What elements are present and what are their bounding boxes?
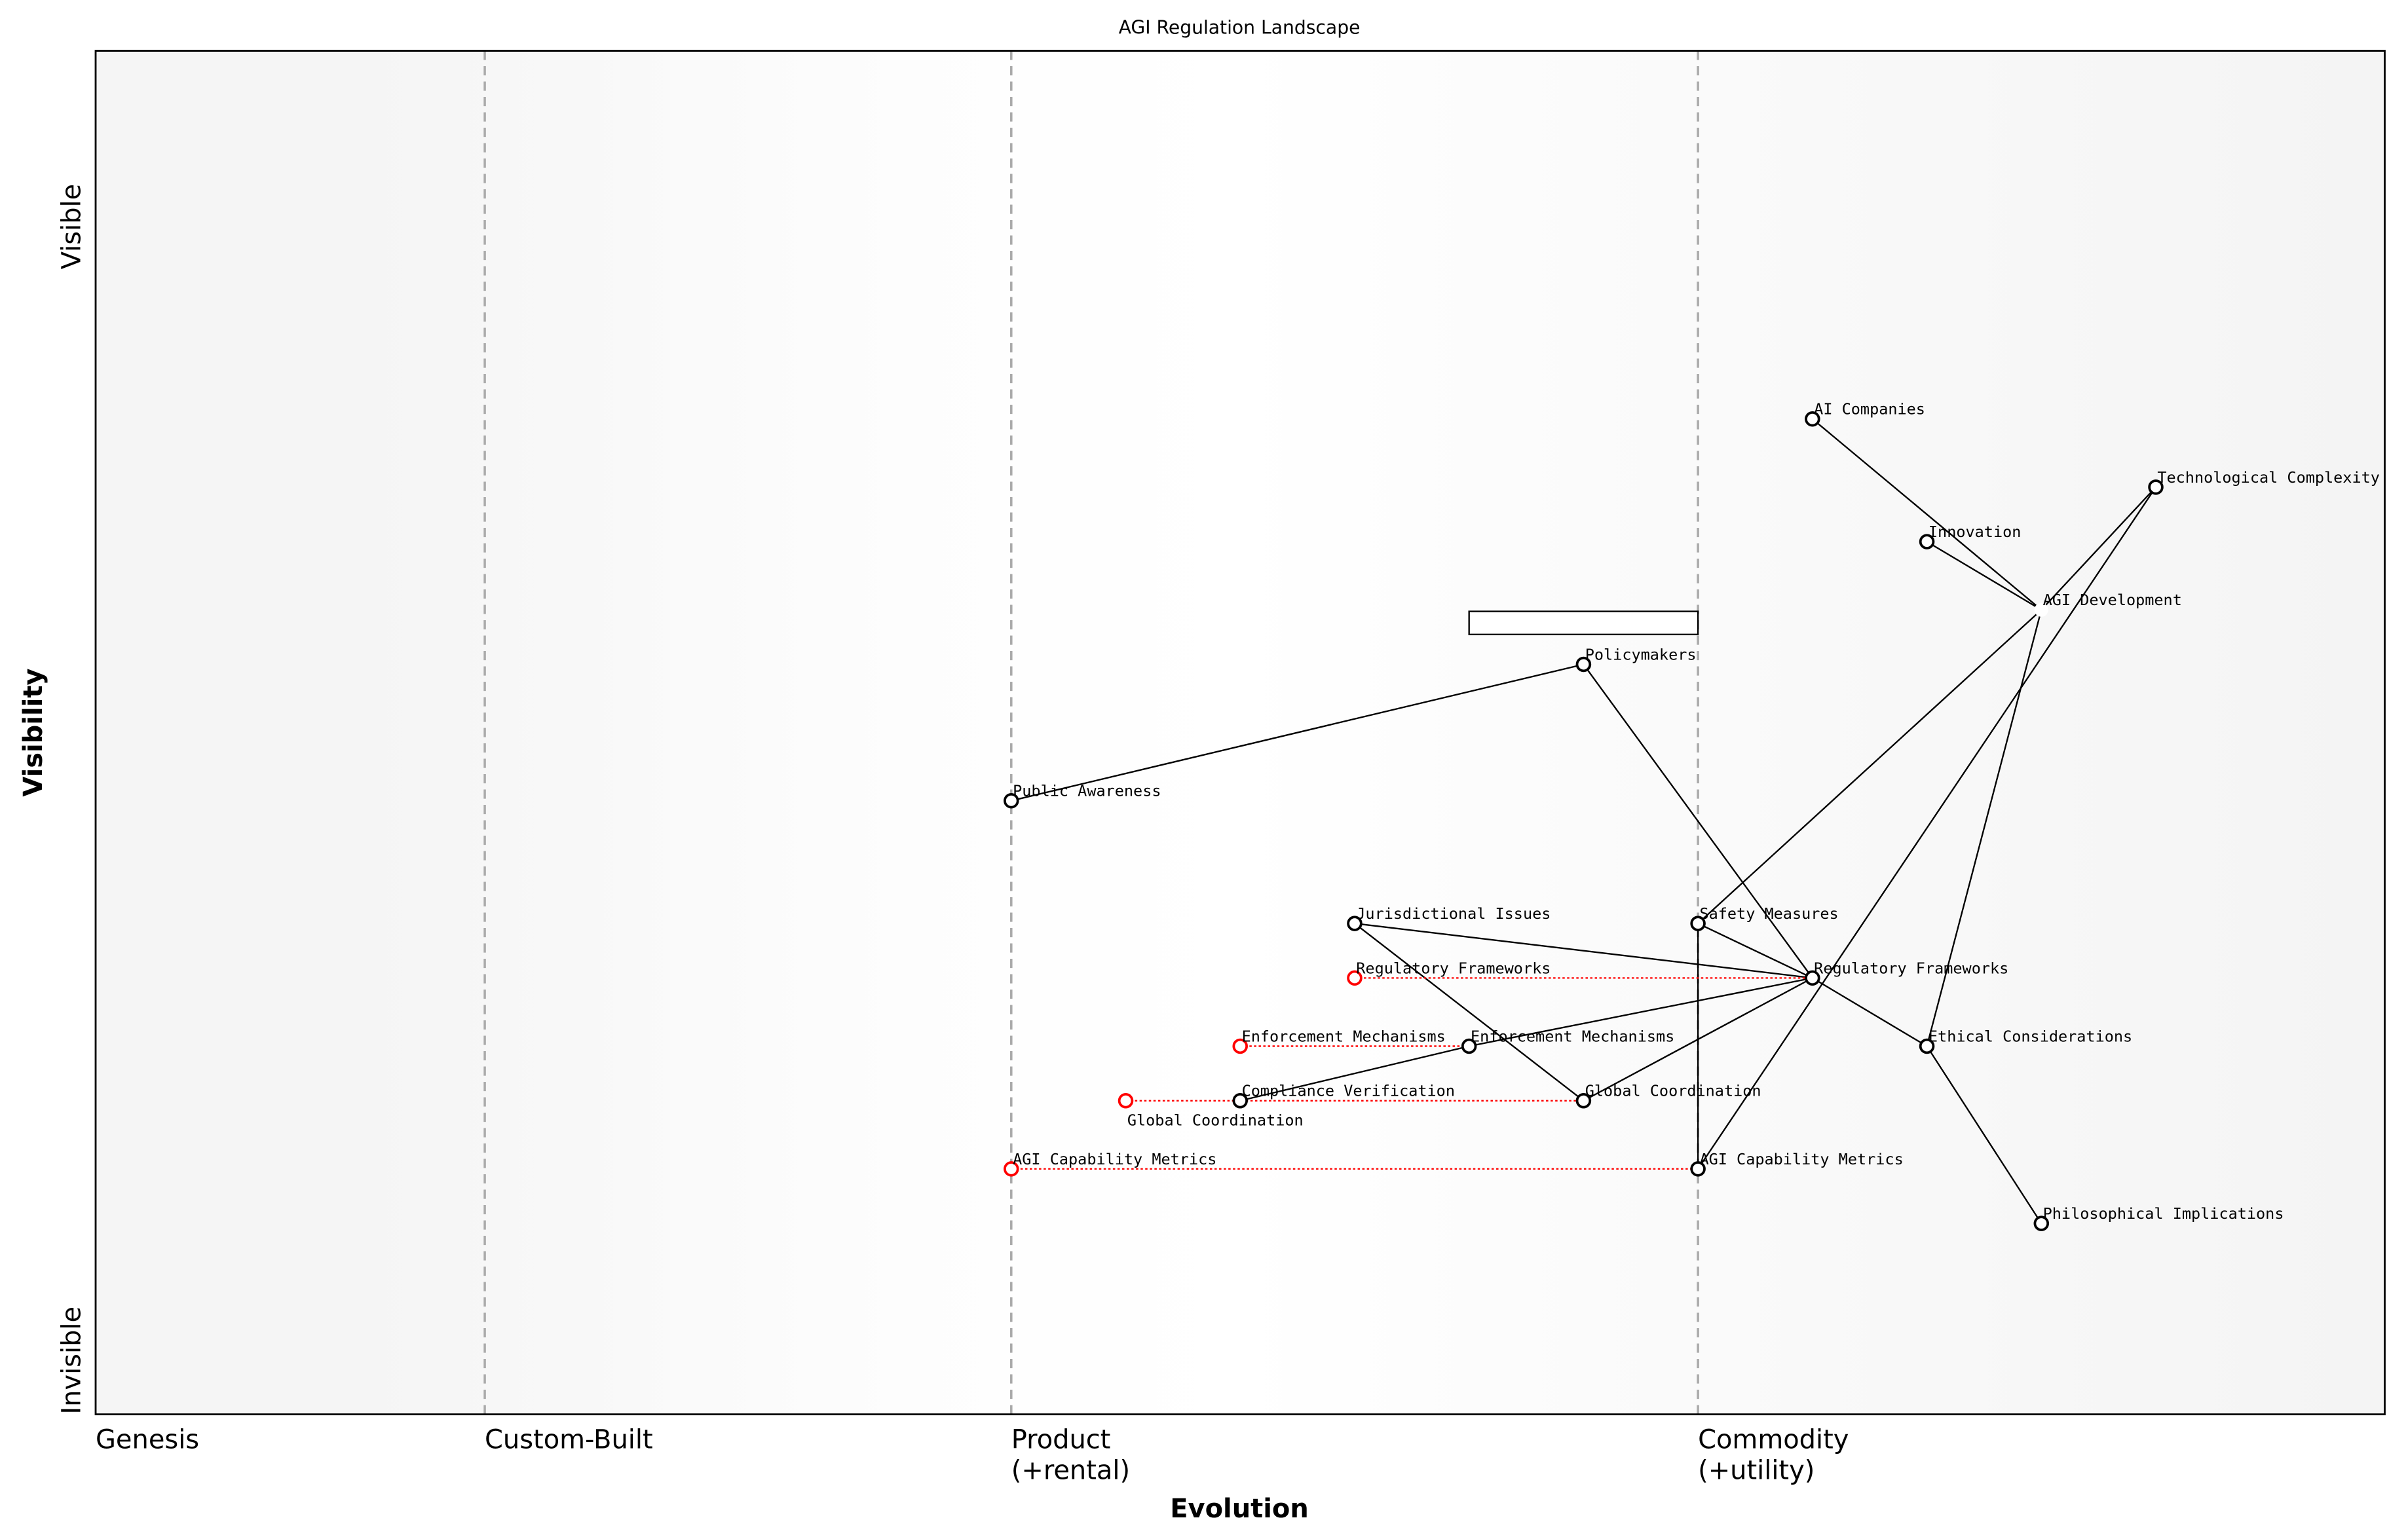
evolved-component[interactable]: AGI Capability Metrics	[1004, 1150, 1216, 1177]
component-label: AGI Capability Metrics	[1699, 1150, 1903, 1168]
evolved-marker	[1004, 1161, 1019, 1177]
component-marker	[1690, 916, 1706, 931]
component-marker	[1919, 1038, 1935, 1054]
dependency-link	[1239, 1045, 1469, 1102]
evolved-label: Regulatory Frameworks	[1356, 959, 1551, 977]
map-component[interactable]: Enforcement Mechanisms	[1461, 1027, 1674, 1054]
dependency-link	[1469, 977, 1813, 1047]
dependency-link	[1583, 977, 1813, 1102]
x-axis-label: Evolution	[1170, 1494, 1309, 1524]
y-axis-label: Visibility	[18, 669, 48, 797]
dependency-link	[1926, 609, 2042, 1047]
stage-label: Commodity	[1698, 1424, 1849, 1455]
dependency-link	[1697, 487, 2156, 1170]
component-label: Ethical Considerations	[1928, 1027, 2132, 1045]
component-label: Public Awareness	[1013, 782, 1161, 800]
dependency-link	[1926, 541, 2042, 611]
map-title: AGI Regulation Landscape	[1119, 17, 1361, 39]
component-label: AGI Development	[2043, 591, 2182, 609]
component-marker	[2033, 1215, 2050, 1231]
dependency-link	[1354, 923, 1585, 1102]
component-marker	[1004, 792, 1019, 809]
map-component[interactable]: Safety Measures	[1690, 904, 1839, 931]
component-marker	[1347, 916, 1363, 931]
component-label: Innovation	[1928, 523, 2021, 541]
y-bottom-label: Invisible	[57, 1307, 87, 1415]
map-component[interactable]: Global Coordination	[1575, 1082, 1761, 1109]
evolved-label: Enforcement Mechanisms	[1242, 1027, 1446, 1045]
component-label: Safety Measures	[1699, 904, 1838, 923]
map-component[interactable]: AGI Capability Metrics	[1690, 1150, 1904, 1177]
evolved-marker	[1118, 1093, 1134, 1109]
map-component[interactable]: Public Awareness	[1004, 782, 1161, 809]
evolved-marker	[1347, 970, 1363, 986]
dependency-link	[1583, 663, 1813, 979]
stage-sublabel: (+rental)	[1011, 1455, 1130, 1485]
component-label: Policymakers	[1585, 645, 1697, 663]
map-component[interactable]: AGI Development	[2034, 591, 2182, 617]
dependency-link	[1011, 663, 1584, 802]
evolved-component[interactable]: Regulatory Frameworks	[1347, 959, 1551, 986]
component-marker	[1575, 656, 1592, 673]
stage-label: Genesis	[96, 1424, 199, 1455]
component-marker	[1461, 1038, 1477, 1054]
component-label: Compliance Verification	[1242, 1082, 1455, 1100]
evolved-label: Global Coordination	[1127, 1111, 1304, 1129]
component-label: Jurisdictional Issues	[1356, 904, 1551, 923]
plot-background	[96, 50, 2385, 1415]
evolved-label: AGI Capability Metrics	[1013, 1150, 1216, 1168]
evolved-component[interactable]: Enforcement Mechanisms	[1232, 1027, 1446, 1054]
map-component[interactable]: Ethical Considerations	[1919, 1027, 2132, 1054]
component-label: Regulatory Frameworks	[1814, 959, 2008, 977]
component-marker	[1919, 534, 1935, 549]
component-marker	[1232, 1093, 1248, 1109]
dependency-link	[1697, 923, 1813, 979]
stage-label: Product	[1011, 1424, 1111, 1455]
component-marker	[1575, 1093, 1592, 1109]
map-component[interactable]: Regulatory Frameworks	[1805, 959, 2008, 986]
stage-sublabel: (+utility)	[1698, 1455, 1815, 1485]
dependency-link	[1812, 418, 2042, 611]
component-marker	[2034, 603, 2048, 617]
component-label: Enforcement Mechanisms	[1471, 1027, 1674, 1045]
map-component[interactable]: Jurisdictional Issues	[1347, 904, 1551, 931]
dependency-link	[2041, 487, 2156, 611]
component-label: AI Companies	[1814, 400, 1925, 418]
component-label: Philosophical Implications	[2043, 1204, 2284, 1223]
component-label: Global Coordination	[1585, 1082, 1761, 1100]
dependency-link	[1926, 1045, 2042, 1224]
pipeline-box	[1468, 610, 1699, 635]
dependency-link	[1812, 977, 1928, 1047]
map-component[interactable]: Policymakers	[1575, 645, 1697, 673]
plot-frame	[94, 50, 2386, 1416]
component-marker	[2148, 479, 2164, 495]
dependency-link	[1354, 922, 1813, 979]
component-marker	[1690, 1161, 1706, 1177]
map-component[interactable]: AI Companies	[1805, 400, 1925, 427]
component-marker	[1805, 411, 1820, 427]
component-label: Technological Complexity	[2157, 468, 2380, 487]
stage-label: Custom-Built	[485, 1424, 653, 1455]
y-top-label: Visible	[57, 184, 87, 269]
dependency-link	[1697, 609, 2042, 924]
component-marker	[1805, 970, 1820, 986]
map-component[interactable]: Technological Complexity	[2148, 468, 2380, 495]
map-component[interactable]: Philosophical Implications	[2033, 1204, 2284, 1231]
evolved-marker	[1232, 1038, 1248, 1054]
evolved-component[interactable]: Global Coordination	[1118, 1093, 1304, 1129]
map-component[interactable]: Innovation	[1919, 523, 2022, 549]
map-component[interactable]: Compliance Verification	[1232, 1082, 1455, 1109]
